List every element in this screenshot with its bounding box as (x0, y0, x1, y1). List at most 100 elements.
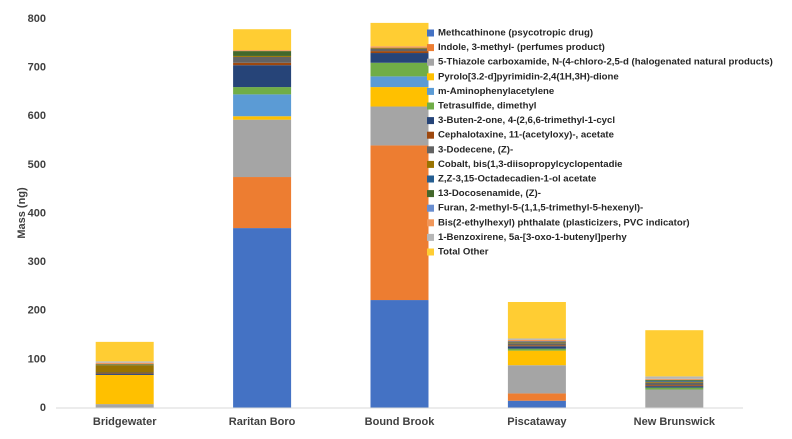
bar-segment (370, 76, 429, 88)
bar-segment (370, 22, 429, 47)
bar-segment (645, 382, 704, 386)
x-tick-label: Bridgewater (93, 416, 157, 428)
legend-swatch (427, 146, 434, 154)
bar-segment (507, 345, 566, 347)
bar-segment (95, 404, 154, 408)
bar-segment (370, 53, 429, 63)
bar-segment (95, 361, 154, 363)
bar-segment (233, 62, 292, 66)
x-tick-label: Piscataway (507, 416, 567, 428)
bar-segment (507, 338, 566, 340)
y-axis-title: Mass (ng) (16, 187, 28, 239)
x-tick-label: Bound Brook (365, 416, 436, 428)
bar-segment (645, 378, 704, 380)
legend-label: Methcathinone (psycotropic drug) (438, 28, 593, 39)
y-tick-label: 600 (28, 110, 46, 122)
legend-label: Furan, 2-methyl-5-(1,1,5-trimethyl-5-hex… (438, 203, 643, 214)
bar-segment (233, 94, 292, 117)
bar-segment (507, 301, 566, 339)
bar-segment (645, 381, 704, 383)
bar-segment (95, 341, 154, 362)
legend-label: 3-Dodecene, (Z)- (438, 144, 513, 155)
bar-segment (645, 379, 704, 381)
bar-segment (370, 62, 429, 77)
bar-segment (370, 47, 429, 49)
bar-segment (507, 346, 566, 349)
bar-segment (645, 386, 704, 388)
bar-segment (370, 48, 429, 52)
legend-swatch (427, 175, 434, 183)
legend-swatch (427, 102, 434, 110)
legend-label: Pyrolo[3.2-d]pyrimidin-2,4(1H,3H)-dione (438, 71, 619, 82)
legend-swatch (427, 73, 434, 81)
bar-segment (370, 106, 429, 146)
bar-segment (370, 145, 429, 301)
legend-swatch (427, 248, 434, 256)
bar-segment (370, 51, 429, 54)
bar-segment (95, 362, 154, 365)
bar-segment (95, 374, 154, 405)
legend-swatch (427, 233, 434, 241)
bar-segment (370, 46, 429, 48)
bar-segment (645, 385, 704, 387)
legend-label: 1-Benzoxirene, 5a-[3-oxo-1-butenyl]perhy (438, 232, 627, 243)
legend-label: m-Aminophenylacetylene (438, 86, 554, 97)
y-tick-label: 400 (28, 207, 46, 219)
bar-segment (95, 372, 154, 374)
legend-label: 3-Buten-2-one, 4-(2,6,6-trimethyl-1-cycl (438, 115, 615, 126)
legend-label: Cephalotaxine, 11-(acetyloxy)-, acetate (438, 130, 614, 141)
bar-segment (507, 339, 566, 342)
bar-segment (233, 65, 292, 88)
y-tick-label: 200 (28, 305, 46, 317)
bar-segment (233, 177, 292, 229)
bar-segment (507, 343, 566, 346)
bar-segment (95, 365, 154, 373)
legend-swatch (427, 190, 434, 198)
bar-segment (233, 29, 292, 51)
legend-label: 13-Docosenamide, (Z)- (438, 188, 541, 199)
legend-label: Z,Z-3,15-Octadecadien-1-ol acetate (438, 174, 596, 185)
bar-segment (507, 341, 566, 343)
bar-segment (233, 55, 292, 57)
legend-swatch (427, 219, 434, 227)
legend-swatch (427, 58, 434, 66)
y-tick-label: 500 (28, 159, 46, 171)
y-tick-label: 0 (40, 402, 46, 414)
bar-segment (233, 228, 292, 408)
bar-segment (95, 373, 154, 375)
bar-segment (233, 119, 292, 178)
legend-swatch (427, 160, 434, 168)
bar-segment (95, 364, 154, 366)
legend-label: Bis(2-ethylhexyl) phthalate (plasticizer… (438, 217, 690, 228)
y-tick-label: 800 (28, 13, 46, 25)
bar-segment (370, 87, 429, 107)
bar-segment (370, 300, 429, 408)
bar-segment (507, 350, 566, 366)
bar-segment (645, 389, 704, 408)
legend-label: Total Other (438, 247, 489, 258)
bar-segment (645, 376, 704, 379)
legend-label: 5-Thiazole carboxamide, N-(4-chloro-2,5-… (438, 57, 773, 68)
legend-swatch (427, 87, 434, 95)
bar-segment (233, 51, 292, 56)
bar-segment (507, 400, 566, 408)
legend-label: Cobalt, bis(1,3-diisopropylcyclopentadie (438, 159, 622, 170)
bar-segment (507, 393, 566, 401)
legend-swatch (427, 117, 434, 125)
x-tick-label: Raritan Boro (229, 416, 296, 428)
bar-segment (645, 380, 704, 382)
bar-segment (645, 330, 704, 377)
legend-label: Tetrasulfide, dimethyl (438, 101, 536, 112)
y-tick-label: 100 (28, 353, 46, 365)
legend-label: Indole, 3-methyl- (perfumes product) (438, 42, 605, 53)
bar-segment (507, 365, 566, 394)
legend-swatch (427, 44, 434, 52)
legend-swatch (427, 204, 434, 212)
y-tick-label: 700 (28, 62, 46, 74)
bar-segment (507, 348, 566, 351)
bar-segment (645, 387, 704, 390)
bar-segment (233, 56, 292, 63)
legend-swatch (427, 29, 434, 37)
legend-swatch (427, 131, 434, 139)
